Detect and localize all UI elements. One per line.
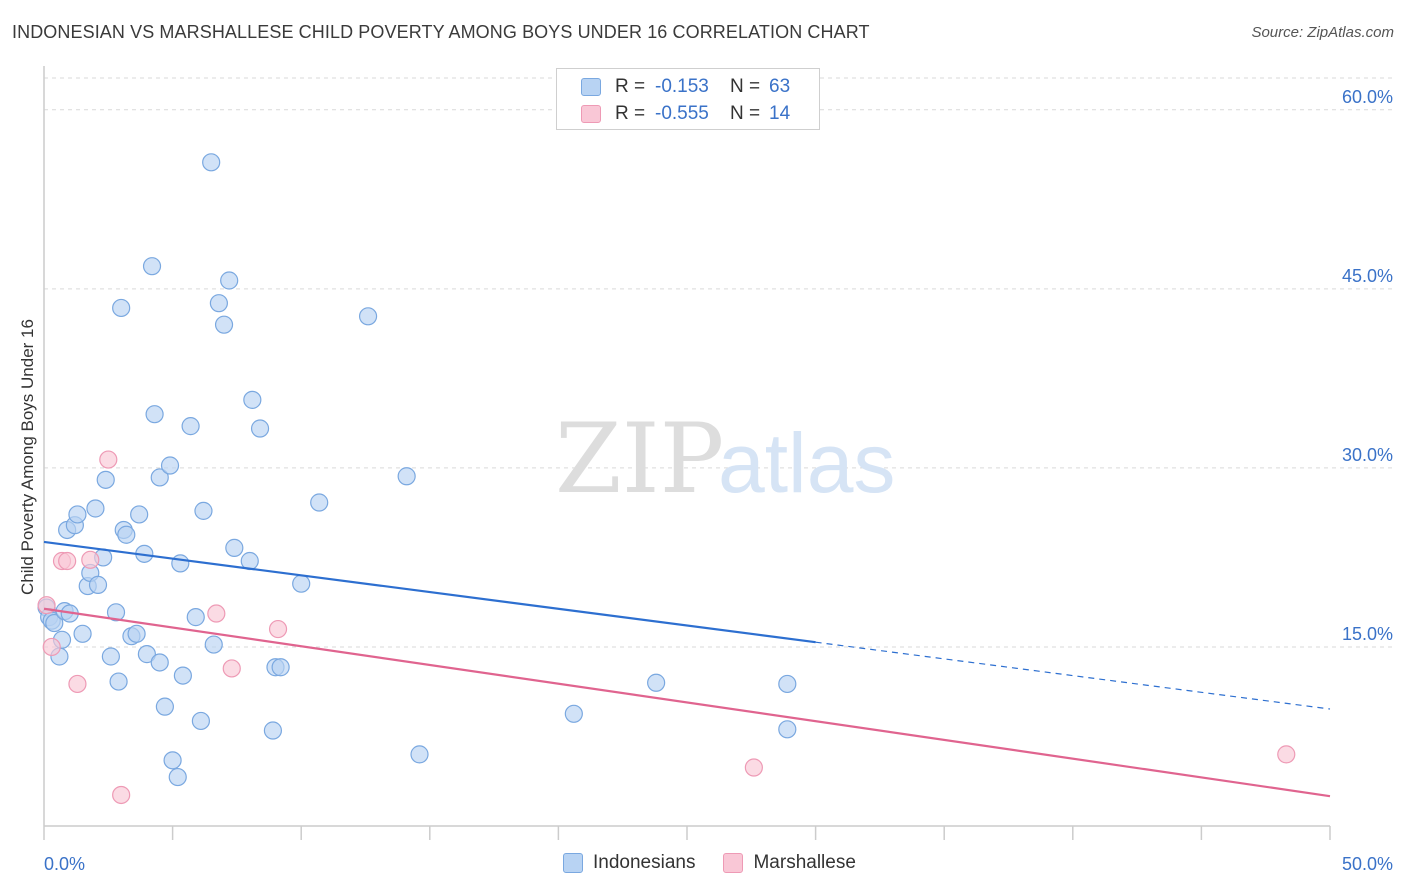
indonesians-point: [117, 525, 136, 544]
indonesians-point: [68, 505, 87, 524]
watermark-zip: ZIP: [555, 403, 724, 515]
y-axis-label: Child Poverty Among Boys Under 16: [18, 319, 37, 595]
indonesians-point: [310, 493, 329, 512]
r-value: -0.555: [655, 103, 709, 124]
r-label: R =: [615, 76, 646, 97]
r-value: -0.153: [655, 76, 709, 97]
legend-row-indonesians: R = -0.153 N = 63: [581, 74, 809, 100]
n-value: 63: [769, 76, 791, 97]
legend-swatch-indonesians: [581, 78, 601, 96]
indonesians-point: [137, 645, 156, 664]
n-label: N =: [729, 103, 761, 124]
x-tick-label: 50.0%: [1342, 854, 1393, 874]
indonesians-point: [358, 307, 378, 326]
indonesians-point: [186, 608, 205, 627]
marshallese-point: [58, 551, 77, 571]
legend-swatch-marshallese: [723, 853, 744, 873]
indonesians-trend-line: [43, 540, 816, 644]
marshallese-point: [42, 637, 61, 657]
indonesians-point: [202, 153, 221, 172]
indonesians-point: [171, 554, 190, 573]
y-tick-label: 15.0%: [1342, 624, 1393, 644]
legend-label-indonesians: Indonesians: [593, 852, 696, 873]
indonesians-point: [181, 417, 200, 436]
marshallese-point: [81, 550, 100, 569]
legend-item-indonesians[interactable]: Indonesians: [563, 852, 695, 874]
indonesians-point: [204, 635, 223, 654]
indonesians-point: [271, 658, 290, 677]
indonesians-point: [160, 456, 180, 475]
y-tick-label: 30.0%: [1342, 445, 1393, 465]
indonesians-point: [173, 666, 192, 685]
r-label: R =: [615, 103, 646, 124]
chart-title: INDONESIAN VS MARSHALLESE CHILD POVERTY …: [12, 22, 870, 42]
indonesians-point: [225, 538, 244, 557]
indonesians-point: [194, 501, 213, 520]
legend-label-marshallese: Marshallese: [753, 852, 856, 873]
correlation-legend: R = -0.153 N = 63 R = -0.555 N = 14: [556, 68, 820, 130]
indonesians-point: [263, 721, 283, 740]
indonesians-point: [250, 419, 270, 438]
legend-item-marshallese[interactable]: Marshallese: [723, 852, 856, 874]
marshallese-point: [99, 450, 118, 469]
indonesians-point: [106, 603, 126, 622]
watermark: ZIP atlas: [555, 403, 895, 515]
indonesians-point: [45, 613, 64, 633]
marshallese-point: [112, 785, 131, 805]
legend-swatch-indonesians: [563, 853, 583, 873]
legend-row-marshallese: R = -0.555 N = 14: [581, 101, 809, 127]
indonesians-point: [397, 467, 416, 486]
indonesians-point: [168, 767, 187, 787]
marshallese-point: [1277, 745, 1296, 764]
indonesians-point: [150, 653, 169, 672]
watermark-atlas: atlas: [718, 416, 895, 510]
indonesians-point: [410, 745, 429, 764]
y-tick-label: 60.0%: [1342, 87, 1393, 107]
indonesians-point: [778, 674, 797, 694]
indonesians-trend-extension: [815, 641, 1331, 710]
indonesians-point: [191, 711, 210, 731]
marshallese-point: [207, 604, 226, 623]
indonesians-point: [96, 470, 115, 489]
indonesians-point: [564, 704, 583, 723]
indonesians-point: [220, 271, 239, 290]
marshallese-point: [744, 758, 763, 777]
n-label: N =: [729, 76, 761, 97]
marshallese-point: [222, 659, 241, 678]
data-points: [37, 153, 1296, 805]
indonesians-point: [778, 720, 797, 739]
indonesians-point: [112, 298, 131, 318]
indonesians-point: [86, 499, 105, 518]
indonesians-point: [73, 624, 92, 643]
marshallese-point: [37, 596, 56, 615]
axes: [43, 66, 1331, 840]
indonesians-point: [155, 697, 174, 716]
tick-labels: 15.0% 30.0% 45.0% 60.0% 0.0% 50.0%: [44, 87, 1393, 874]
x-tick-label: 0.0%: [44, 854, 85, 874]
indonesians-point: [88, 575, 108, 594]
indonesians-point: [292, 574, 311, 593]
n-value: 14: [769, 103, 791, 124]
indonesians-point: [127, 624, 146, 643]
indonesians-point: [142, 257, 162, 276]
indonesians-point: [109, 672, 128, 691]
indonesians-point: [243, 390, 262, 409]
marshallese-point: [268, 619, 288, 639]
series-legend: Indonesians Marshallese: [563, 852, 884, 874]
indonesians-point: [150, 468, 169, 487]
indonesians-point: [163, 751, 182, 770]
marshallese-trend-line: [43, 607, 1331, 798]
indonesians-point: [101, 647, 120, 666]
marshallese-point: [68, 674, 87, 694]
indonesians-point: [214, 315, 234, 334]
indonesians-point: [130, 505, 149, 524]
indonesians-point: [647, 673, 666, 692]
source-credit: Source: ZipAtlas.com: [1251, 24, 1394, 41]
indonesians-point: [209, 294, 228, 313]
y-tick-label: 45.0%: [1342, 266, 1393, 286]
trend-lines: [43, 540, 1331, 798]
indonesians-point: [145, 405, 164, 424]
legend-swatch-marshallese: [581, 105, 601, 123]
